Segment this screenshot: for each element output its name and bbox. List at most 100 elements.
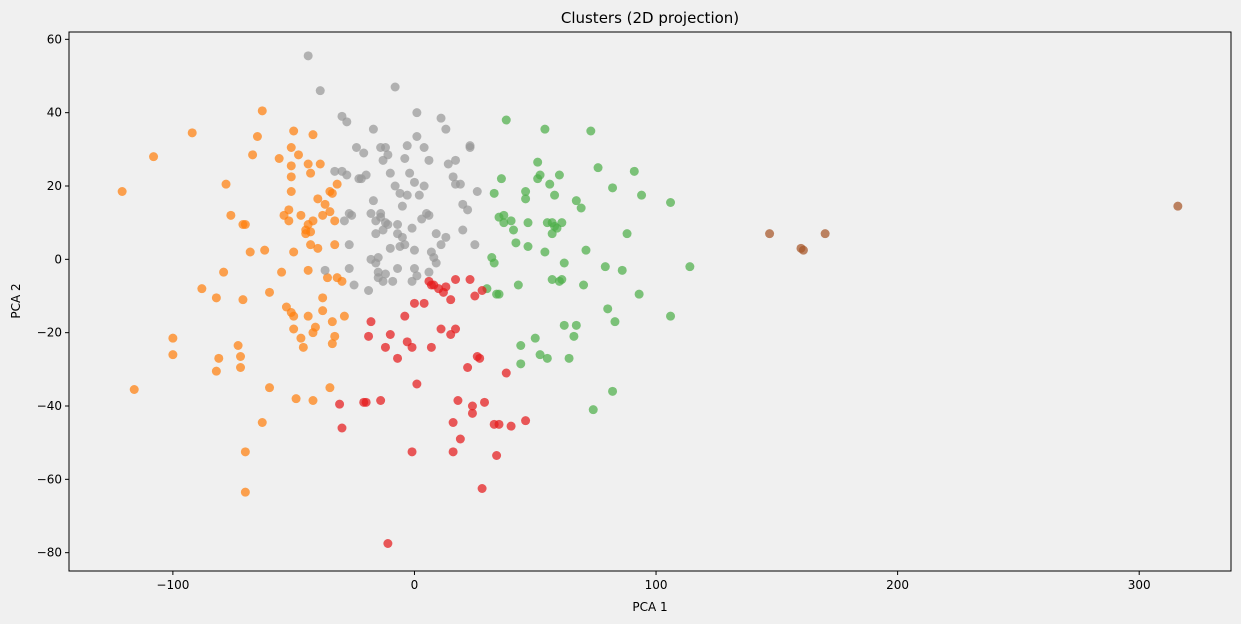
scatter-point-cluster-1 [385, 243, 395, 253]
scatter-point-cluster-0 [303, 311, 313, 321]
scatter-point-cluster-0 [315, 159, 325, 169]
scatter-point-cluster-0 [211, 293, 221, 303]
scatter-point-cluster-1 [388, 276, 398, 286]
scatter-point-cluster-1 [344, 240, 354, 250]
scatter-point-cluster-0 [240, 447, 250, 457]
scatter-point-cluster-3 [376, 396, 386, 405]
scatter-point-cluster-2 [637, 190, 647, 200]
scatter-point-cluster-0 [306, 240, 316, 250]
scatter-point-cluster-2 [617, 265, 627, 275]
scatter-point-cluster-2 [509, 225, 519, 235]
scatter-point-cluster-3 [475, 353, 485, 363]
scatter-point-cluster-2 [550, 190, 560, 200]
scatter-point-cluster-2 [516, 341, 526, 350]
scatter-point-cluster-0 [286, 187, 296, 196]
scatter-point-cluster-1 [431, 229, 441, 239]
data-points [117, 51, 1183, 548]
scatter-point-cluster-0 [303, 159, 313, 169]
scatter-point-cluster-1 [371, 229, 381, 239]
scatter-point-cluster-1 [380, 269, 390, 279]
scatter-point-cluster-4 [1173, 201, 1183, 211]
scatter-point-cluster-1 [431, 258, 441, 268]
x-tick-label: 100 [645, 578, 668, 592]
scatter-point-cluster-3 [506, 421, 516, 431]
scatter-point-cluster-3 [419, 298, 429, 308]
scatter-point-cluster-0 [284, 205, 294, 215]
scatter-point-cluster-0 [289, 311, 299, 321]
scatter-point-cluster-1 [359, 148, 369, 158]
scatter-point-cluster-0 [149, 152, 159, 162]
scatter-point-cluster-0 [236, 352, 246, 361]
scatter-point-cluster-0 [308, 396, 318, 405]
scatter-point-cluster-2 [516, 359, 526, 369]
scatter-point-cluster-2 [501, 115, 511, 125]
scatter-point-cluster-0 [187, 128, 197, 138]
scatter-point-cluster-1 [412, 108, 422, 118]
scatter-point-cluster-1 [361, 170, 371, 180]
scatter-point-cluster-0 [320, 199, 330, 209]
scatter-point-cluster-0 [291, 394, 301, 404]
scatter-point-cluster-0 [277, 267, 287, 277]
scatter-point-cluster-1 [344, 209, 354, 218]
scatter-point-cluster-3 [407, 447, 417, 457]
scatter-point-cluster-1 [409, 245, 419, 255]
scatter-point-cluster-0 [327, 188, 337, 198]
scatter-point-cluster-1 [424, 210, 434, 220]
scatter-point-cluster-2 [571, 196, 581, 206]
scatter-point-cluster-0 [313, 243, 323, 253]
scatter-point-cluster-3 [521, 416, 531, 426]
scatter-point-cluster-1 [451, 155, 461, 165]
scatter-point-cluster-1 [368, 196, 378, 206]
scatter-point-cluster-0 [274, 154, 284, 163]
scatter-point-cluster-0 [318, 210, 328, 220]
scatter-point-cluster-0 [337, 276, 347, 286]
scatter-point-cluster-0 [330, 331, 340, 341]
scatter-point-cluster-3 [463, 363, 473, 372]
scatter-point-cluster-3 [400, 311, 410, 321]
scatter-point-cluster-1 [465, 143, 475, 152]
y-tick-label: 0 [54, 252, 62, 266]
scatter-point-cluster-0 [252, 132, 262, 141]
x-tick-label: 300 [1128, 578, 1151, 592]
scatter-point-cluster-1 [448, 172, 458, 182]
scatter-point-cluster-0 [330, 216, 340, 226]
scatter-point-cluster-2 [506, 216, 516, 226]
scatter-point-cluster-2 [530, 333, 540, 343]
scatter-point-cluster-0 [233, 341, 243, 350]
scatter-point-cluster-1 [349, 280, 359, 290]
scatter-point-cluster-3 [453, 396, 463, 405]
scatter-point-cluster-3 [426, 342, 436, 352]
scatter-point-cluster-3 [470, 291, 480, 301]
scatter-point-cluster-2 [523, 242, 533, 251]
scatter-point-cluster-0 [260, 245, 270, 255]
chart-title: Clusters (2D projection) [561, 9, 739, 27]
scatter-point-cluster-0 [265, 287, 275, 297]
scatter-point-cluster-3 [448, 447, 458, 457]
scatter-point-cluster-1 [407, 223, 417, 233]
x-axis-label: PCA 1 [632, 600, 667, 614]
scatter-point-cluster-1 [441, 124, 451, 134]
y-tick-label: 40 [47, 106, 62, 120]
scatter-point-cluster-0 [226, 210, 236, 220]
scatter-point-cluster-3 [501, 368, 511, 378]
scatter-point-cluster-1 [409, 264, 419, 273]
scatter-point-cluster-2 [542, 353, 552, 363]
scatter-point-cluster-0 [257, 418, 267, 427]
scatter-point-cluster-0 [294, 150, 304, 160]
scatter-point-cluster-0 [310, 322, 320, 332]
scatter-point-cluster-0 [325, 207, 335, 217]
scatter-point-cluster-2 [564, 353, 574, 363]
scatter-point-cluster-1 [383, 150, 393, 160]
y-tick-label: 20 [47, 179, 62, 193]
scatter-point-cluster-1 [373, 253, 383, 262]
y-tick-label: −80 [37, 546, 62, 560]
scatter-point-cluster-2 [579, 280, 589, 290]
scatter-point-cluster-2 [554, 170, 564, 180]
scatter-point-cluster-2 [666, 198, 676, 207]
scatter-point-cluster-3 [337, 423, 347, 433]
scatter-point-cluster-1 [412, 271, 422, 281]
scatter-point-cluster-2 [559, 320, 569, 330]
scatter-point-cluster-1 [458, 225, 468, 235]
scatter-point-cluster-0 [308, 130, 318, 140]
